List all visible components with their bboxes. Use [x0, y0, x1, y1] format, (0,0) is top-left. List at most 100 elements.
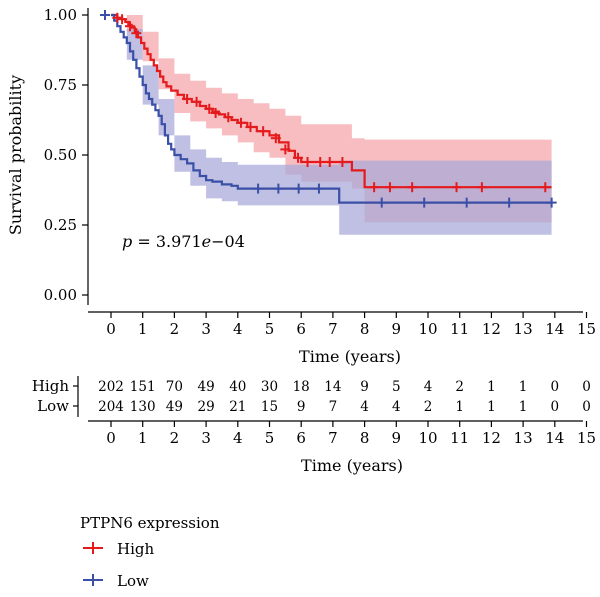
- censor-mark-high: [204, 103, 215, 114]
- risk-x-tick-label: 9: [392, 429, 402, 447]
- risk-x-tick-label: 12: [482, 429, 501, 447]
- y-axis-ticks: 0.00 0.25 0.50 0.75 1.00: [44, 6, 88, 304]
- censor-mark-high: [245, 122, 256, 132]
- risk-count-high: 0: [551, 379, 560, 395]
- y-tick-label: 0.25: [44, 216, 77, 234]
- x-tick-label: 13: [514, 320, 533, 338]
- risk-row-label-high: High: [32, 377, 69, 395]
- risk-count-high: 18: [293, 379, 310, 395]
- x-tick-label: 0: [106, 320, 116, 338]
- risk-count-high: 9: [360, 379, 369, 395]
- censor-mark-high: [280, 144, 291, 155]
- risk-x-axis-title: Time (years): [301, 456, 403, 475]
- risk-x-tick-label: 7: [328, 429, 338, 447]
- censor-marks: [100, 10, 557, 208]
- censor-mark-high: [258, 126, 269, 137]
- censor-mark-high: [125, 21, 136, 32]
- censor-mark-low: [376, 197, 387, 208]
- risk-count-low: 2: [424, 399, 433, 415]
- x-tick-label: 7: [328, 320, 338, 338]
- x-tick-label: 11: [450, 320, 469, 338]
- risk-count-high: 1: [487, 379, 496, 395]
- censor-mark-high: [324, 157, 335, 167]
- x-tick-label: 5: [265, 320, 275, 338]
- censor-mark-high: [223, 112, 234, 123]
- censor-mark-high: [369, 182, 380, 193]
- risk-x-tick-label: 8: [360, 429, 370, 447]
- risk-count-low: 204: [98, 399, 124, 415]
- x-tick-label: 3: [201, 320, 211, 338]
- censor-mark-high: [182, 94, 193, 104]
- risk-x-tick-label: 6: [296, 429, 306, 447]
- risk-count-low: 1: [455, 399, 464, 415]
- x-axis-ticks: 0 1 2 3 4 5 6 7 8 9 10 11 12 13 14 15: [106, 312, 596, 338]
- censor-mark-low: [546, 197, 557, 208]
- x-tick-label: 8: [360, 320, 370, 338]
- risk-count-low: 49: [166, 399, 183, 415]
- risk-count-high: 1: [519, 379, 528, 395]
- x-tick-label: 2: [170, 320, 180, 338]
- y-tick-label: 0.00: [44, 286, 77, 304]
- risk-count-low: 9: [297, 399, 306, 415]
- y-tick-label: 1.00: [44, 6, 77, 24]
- risk-x-tick-label: 13: [514, 429, 533, 447]
- risk-count-high: 4: [424, 379, 433, 395]
- censor-mark-high: [210, 108, 221, 118]
- x-axis-title: Time (years): [299, 347, 401, 366]
- risk-x-tick-label: 10: [418, 429, 437, 447]
- legend-title: PTPN6 expression: [80, 514, 220, 532]
- risk-x-tick-label: 14: [545, 429, 564, 447]
- y-tick-label: 0.50: [44, 146, 77, 164]
- censor-mark-high: [384, 182, 395, 193]
- x-tick-label: 14: [545, 320, 564, 338]
- censor-mark-high: [112, 12, 123, 23]
- risk-count-low: 21: [229, 399, 246, 415]
- censor-mark-low: [253, 183, 264, 194]
- risk-count-high: 0: [582, 379, 591, 395]
- risk-x-tick-label: 5: [265, 429, 275, 447]
- censor-mark-high: [315, 157, 326, 167]
- censor-mark-high: [302, 157, 313, 167]
- y-tick-label: 0.75: [44, 76, 77, 94]
- risk-count-high: 40: [229, 379, 246, 395]
- censor-mark-high: [191, 96, 202, 107]
- x-tick-label: 6: [296, 320, 306, 338]
- censor-mark-low: [313, 183, 324, 194]
- risk-count-low: 1: [487, 399, 496, 415]
- p-value: p = 3.971e−04: [122, 232, 245, 251]
- x-tick-label: 15: [577, 320, 596, 338]
- censor-mark-low: [273, 183, 284, 194]
- risk-x-tick-label: 4: [233, 429, 243, 447]
- risk-x-tick-label: 15: [577, 429, 596, 447]
- censor-mark-high: [337, 157, 348, 167]
- risk-count-high: 5: [392, 379, 401, 395]
- legend-label-high: High: [117, 540, 154, 558]
- censor-mark-high: [451, 182, 462, 193]
- risk-row-label-low: Low: [37, 397, 69, 415]
- censor-mark-low: [461, 197, 472, 208]
- risk-x-tick-label: 0: [106, 429, 116, 447]
- legend-entry-low: Low: [83, 572, 149, 590]
- censor-mark-high: [270, 133, 281, 144]
- x-tick-label: 4: [233, 320, 243, 338]
- risk-count-low: 4: [392, 399, 401, 415]
- risk-count-high: 70: [166, 379, 183, 395]
- risk-count-low: 15: [261, 399, 278, 415]
- p-value-mantissa: = 3.971: [132, 232, 201, 251]
- risk-count-low: 130: [130, 399, 156, 415]
- p-value-e: e: [202, 232, 211, 251]
- risk-count-high: 49: [198, 379, 215, 395]
- censor-mark-low: [293, 183, 304, 194]
- legend-label-low: Low: [117, 572, 149, 590]
- risk-x-tick-label: 1: [138, 429, 148, 447]
- censor-mark-high: [293, 152, 304, 163]
- censor-mark-high: [476, 182, 487, 193]
- risk-count-high: 2: [455, 379, 464, 395]
- x-tick-label: 1: [138, 320, 148, 338]
- p-value-exponent: −04: [211, 232, 245, 251]
- confidence-bands: [111, 15, 552, 235]
- risk-count-high: 151: [130, 379, 156, 395]
- risk-count-high: 14: [324, 379, 341, 395]
- risk-count-low: 7: [329, 399, 338, 415]
